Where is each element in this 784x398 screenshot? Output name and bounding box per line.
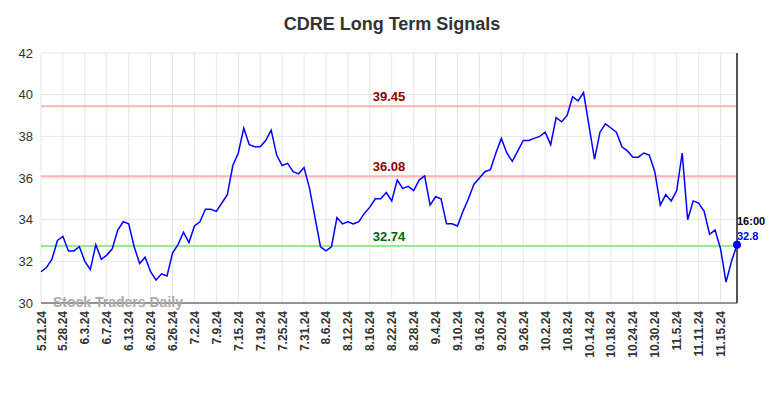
svg-text:11.11.24: 11.11.24 — [692, 311, 706, 357]
svg-text:9.4.24: 9.4.24 — [429, 311, 443, 345]
svg-text:9.26.24: 9.26.24 — [517, 311, 531, 351]
svg-text:6.13.24: 6.13.24 — [122, 311, 136, 351]
svg-text:5.28.24: 5.28.24 — [56, 311, 70, 351]
svg-text:9.10.24: 9.10.24 — [451, 311, 465, 351]
svg-text:9.20.24: 9.20.24 — [495, 311, 509, 351]
svg-text:10.30.24: 10.30.24 — [648, 311, 662, 358]
svg-text:39.45: 39.45 — [373, 89, 406, 104]
svg-text:42: 42 — [19, 46, 33, 61]
svg-text:10.14.24: 10.14.24 — [583, 311, 597, 358]
svg-text:11.15.24: 11.15.24 — [714, 311, 728, 357]
svg-text:8.12.24: 8.12.24 — [341, 311, 355, 351]
svg-text:30: 30 — [19, 296, 33, 311]
svg-text:16:00: 16:00 — [737, 215, 765, 227]
svg-text:7.31.24: 7.31.24 — [298, 311, 312, 351]
svg-text:8.16.24: 8.16.24 — [363, 311, 377, 351]
svg-text:10.24.24: 10.24.24 — [626, 311, 640, 358]
svg-text:10.18.24: 10.18.24 — [604, 311, 618, 358]
svg-text:34: 34 — [19, 212, 33, 227]
svg-text:7.9.24: 7.9.24 — [210, 311, 224, 345]
html-text:CDRE Long Term Signals: CDRE Long Term Signals — [283, 14, 501, 34]
svg-text:5.21.24: 5.21.24 — [35, 311, 49, 351]
svg-text:7.2.24: 7.2.24 — [188, 311, 202, 345]
svg-text:10.2.24: 10.2.24 — [539, 311, 553, 351]
svg-text:6.3.24: 6.3.24 — [78, 311, 92, 345]
svg-text:6.20.24: 6.20.24 — [144, 311, 158, 351]
svg-text:9.16.24: 9.16.24 — [473, 311, 487, 351]
html-text:Stock Traders Daily: Stock Traders Daily — [53, 294, 183, 310]
svg-text:6.7.24: 6.7.24 — [100, 311, 114, 345]
svg-text:11.5.24: 11.5.24 — [670, 311, 684, 351]
svg-text:8.28.24: 8.28.24 — [407, 311, 421, 351]
svg-text:7.15.24: 7.15.24 — [232, 311, 246, 351]
svg-text:36: 36 — [19, 171, 33, 186]
svg-text:32.74: 32.74 — [373, 229, 406, 244]
svg-text:32: 32 — [19, 254, 33, 269]
svg-text:38: 38 — [19, 129, 33, 144]
svg-text:8.6.24: 8.6.24 — [319, 311, 333, 345]
svg-text:40: 40 — [19, 87, 33, 102]
svg-text:36.08: 36.08 — [373, 159, 406, 174]
svg-text:6.26.24: 6.26.24 — [166, 311, 180, 351]
svg-text:7.19.24: 7.19.24 — [254, 311, 268, 351]
svg-text:32.8: 32.8 — [737, 230, 758, 242]
svg-text:8.22.24: 8.22.24 — [385, 311, 399, 351]
svg-text:7.25.24: 7.25.24 — [276, 311, 290, 351]
svg-text:10.8.24: 10.8.24 — [561, 311, 575, 351]
